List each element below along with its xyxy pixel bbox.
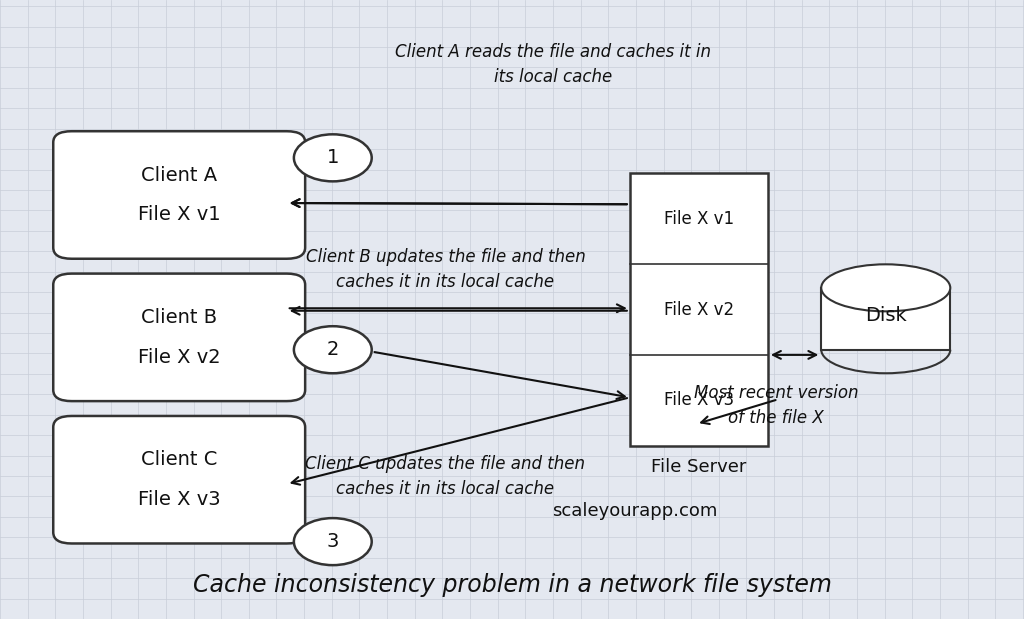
Text: 3: 3	[327, 532, 339, 551]
Text: scaleyourapp.com: scaleyourapp.com	[552, 501, 718, 520]
Polygon shape	[630, 173, 768, 446]
Text: Client A reads the file and caches it in
its local cache: Client A reads the file and caches it in…	[395, 43, 711, 87]
Text: Disk: Disk	[865, 306, 906, 325]
Text: Client B updates the file and then
caches it in its local cache: Client B updates the file and then cache…	[305, 248, 586, 291]
FancyBboxPatch shape	[53, 131, 305, 259]
Text: 2: 2	[327, 340, 339, 359]
Text: Client C updates the file and then
caches it in its local cache: Client C updates the file and then cache…	[305, 455, 586, 498]
Text: Client A: Client A	[141, 166, 217, 184]
Text: File X v1: File X v1	[664, 210, 734, 228]
Text: File Server: File Server	[650, 458, 746, 476]
Text: File X v2: File X v2	[664, 300, 734, 319]
Text: Most recent version
of the file X: Most recent version of the file X	[694, 384, 858, 427]
Text: Client C: Client C	[141, 451, 217, 469]
Circle shape	[294, 326, 372, 373]
Text: Client B: Client B	[141, 308, 217, 327]
Text: File X v3: File X v3	[138, 490, 220, 509]
Text: File X v1: File X v1	[138, 206, 220, 224]
Circle shape	[294, 518, 372, 565]
Ellipse shape	[821, 264, 950, 311]
Text: Cache inconsistency problem in a network file system: Cache inconsistency problem in a network…	[193, 573, 831, 597]
Circle shape	[294, 134, 372, 181]
FancyBboxPatch shape	[53, 416, 305, 543]
Text: File X v3: File X v3	[664, 391, 734, 409]
Text: 1: 1	[327, 149, 339, 167]
Text: File X v2: File X v2	[138, 348, 220, 366]
FancyBboxPatch shape	[53, 274, 305, 401]
Polygon shape	[821, 288, 950, 350]
